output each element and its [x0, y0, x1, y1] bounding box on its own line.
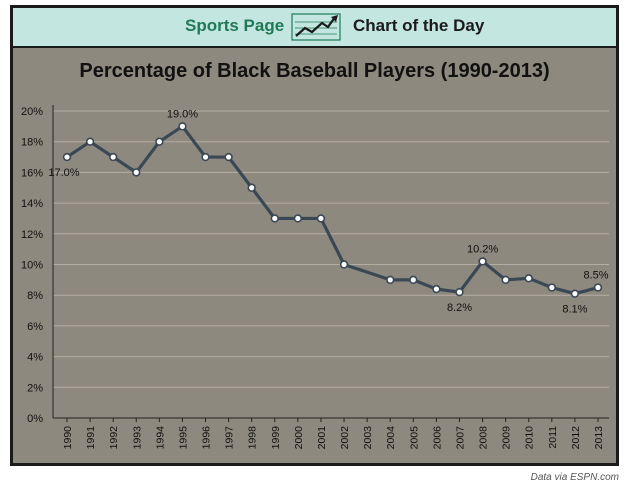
data-points — [62, 122, 603, 298]
line-chart: 0%2%4%6%8%10%12%14%16%18%20% 1990 1991 199… — [21, 105, 609, 449]
data-point — [270, 214, 279, 223]
data-point — [339, 260, 349, 269]
sports-page-label: Sports Page — [185, 16, 285, 35]
data-point — [386, 275, 395, 285]
data-point — [247, 183, 256, 192]
chart-frame: Sports Page Chart of the Day Percentage … — [10, 5, 619, 466]
data-labels: 17.0% 19.0% 8.2% 10.2% 8.1% 8.5% — [48, 108, 608, 315]
x-tick-label: 2008 — [478, 426, 490, 450]
data-point — [432, 284, 441, 294]
data-point — [547, 283, 557, 292]
x-tick-label: 1996 — [201, 426, 213, 450]
data-point — [201, 152, 210, 162]
x-tick-label: 1997 — [224, 426, 236, 450]
y-tick-label: 0% — [27, 413, 43, 425]
data-label: 17.0% — [48, 167, 79, 179]
x-tick-label: 1994 — [154, 426, 166, 450]
x-tick-label: 1992 — [108, 426, 120, 450]
y-tick-label: 18% — [21, 137, 43, 149]
data-point — [524, 274, 533, 283]
data-point — [132, 168, 141, 177]
x-tick-label: 2009 — [501, 426, 513, 450]
x-tick-label: 2007 — [454, 426, 466, 450]
data-label: 8.1% — [562, 304, 587, 316]
chart-title: Percentage of Black Baseball Players (19… — [79, 60, 550, 82]
x-tick-label: 2001 — [316, 426, 328, 450]
y-tick-label: 16% — [21, 167, 43, 179]
axes — [52, 105, 609, 419]
x-tick-label: 2006 — [431, 426, 443, 450]
y-axis-ticks: 0% 2% 4% 6% 8% 10% 12% 14% 16% 18% 20% — [21, 106, 43, 425]
data-point — [455, 287, 464, 297]
x-tick-label: 2010 — [524, 426, 536, 450]
data-point — [178, 122, 187, 131]
x-tick-label: 2000 — [293, 426, 305, 450]
data-point — [155, 137, 164, 146]
y-tick-label: 4% — [27, 352, 43, 364]
y-tick-label: 2% — [27, 382, 43, 394]
data-point — [224, 152, 233, 162]
data-point — [316, 214, 326, 223]
x-tick-label: 2003 — [362, 426, 374, 450]
x-tick-label: 2012 — [570, 426, 582, 450]
x-tick-label: 1991 — [85, 426, 97, 450]
data-point — [62, 152, 72, 162]
data-point — [593, 283, 603, 292]
y-tick-label: 20% — [21, 106, 43, 118]
data-point — [85, 137, 95, 146]
series-line-path — [66, 124, 599, 296]
x-tick-label: 2013 — [593, 426, 605, 450]
x-tick-label: 2002 — [339, 426, 351, 450]
header-banner: Sports Page Chart of the Day — [13, 8, 616, 48]
data-point — [409, 275, 418, 285]
x-tick-label: 1998 — [247, 426, 259, 450]
data-point — [293, 214, 303, 223]
y-tick-label: 14% — [21, 198, 43, 210]
series-line — [66, 124, 599, 296]
y-tick-label: 10% — [21, 260, 43, 272]
y-tick-label: 8% — [27, 290, 43, 302]
chart-of-the-day-label: Chart of the Day — [353, 16, 485, 35]
grid-lines — [53, 110, 609, 388]
data-point — [570, 289, 580, 298]
trend-line-icon — [291, 13, 341, 41]
data-label: 8.5% — [583, 270, 608, 282]
data-label: 19.0% — [167, 108, 198, 120]
x-tick-label: 1999 — [270, 426, 282, 450]
x-tick-label: 1990 — [62, 426, 74, 450]
data-label: 10.2% — [467, 243, 498, 255]
data-label: 8.2% — [447, 302, 472, 314]
x-tick-label: 2011 — [547, 426, 559, 449]
source-credit: Data via ESPN.com — [530, 472, 619, 483]
data-point — [478, 257, 487, 266]
y-tick-label: 6% — [27, 321, 43, 333]
data-point — [501, 275, 510, 285]
x-tick-label: 1995 — [177, 426, 189, 450]
x-tick-label: 2004 — [385, 426, 397, 450]
data-point — [108, 152, 118, 162]
x-axis-ticks: 1990 1991 1992 1993 1994 1995 1996 1997 1998 1999… — [62, 418, 605, 449]
x-tick-label: 1993 — [131, 426, 143, 450]
y-tick-label: 12% — [21, 229, 43, 241]
x-tick-label: 2005 — [408, 426, 420, 450]
